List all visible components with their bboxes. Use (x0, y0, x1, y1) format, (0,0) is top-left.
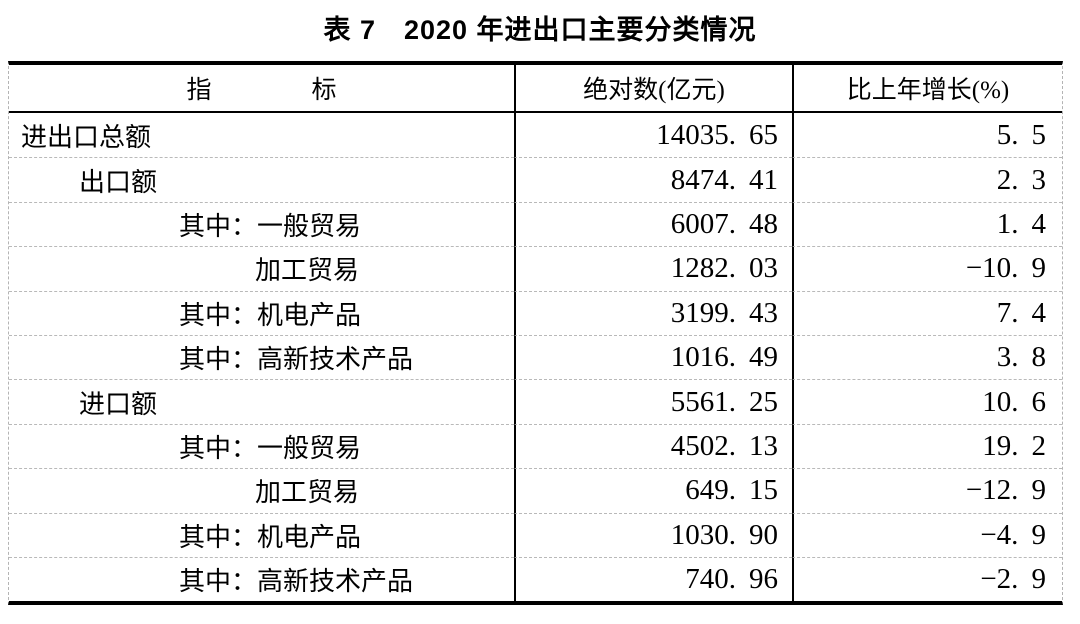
column-header-growth: 比上年增长(%) (792, 65, 1062, 113)
table-header-row: 指 标 绝对数(亿元) 比上年增长(%) (9, 65, 1062, 113)
absolute-value: 4502. 13 (670, 429, 778, 462)
growth-cell: −12. 9 (792, 468, 1062, 513)
table-row: 加工贸易 649. 15 −12. 9 (9, 468, 1062, 513)
indicator-label: 其中：机电产品 (179, 522, 362, 552)
growth-value: −2. 9 (980, 563, 1046, 596)
absolute-value-cell: 6007. 48 (514, 201, 792, 247)
indicator-label: 其中：高新技术产品 (179, 345, 414, 375)
growth-value: 7. 4 (996, 296, 1046, 329)
table-row: 其中：一般贸易 4502. 13 19. 2 (9, 423, 1062, 469)
absolute-value-cell: 4502. 13 (514, 423, 792, 469)
growth-cell: −4. 9 (792, 512, 1062, 557)
indicator-cell: 加工贸易 (9, 468, 514, 512)
absolute-value-cell: 1016. 49 (514, 334, 792, 380)
absolute-value-cell: 8474. 41 (514, 157, 792, 202)
absolute-value: 1282. 03 (670, 252, 778, 285)
absolute-value-cell: 740. 96 (514, 556, 792, 602)
growth-value: 5. 5 (996, 118, 1046, 151)
table-row: 出口额 8474. 41 2. 3 (9, 157, 1062, 202)
absolute-value: 3199. 43 (670, 296, 778, 329)
growth-cell: −2. 9 (792, 556, 1062, 602)
absolute-value: 740. 96 (685, 563, 778, 596)
indicator-cell: 进出口总额 (9, 113, 514, 157)
absolute-value: 5561. 25 (670, 385, 778, 418)
growth-cell: 7. 4 (792, 290, 1062, 335)
absolute-value-cell: 14035. 65 (514, 113, 792, 158)
growth-cell: 2. 3 (792, 157, 1062, 202)
indicator-cell: 进口额 (9, 379, 514, 423)
absolute-value: 1030. 90 (670, 518, 778, 551)
indicator-cell: 加工贸易 (9, 246, 514, 290)
growth-value: 1. 4 (996, 207, 1046, 240)
table-row: 其中：机电产品 3199. 43 7. 4 (9, 290, 1062, 335)
indicator-label: 进口额 (79, 389, 158, 419)
column-header-absolute-value: 绝对数(亿元) (514, 65, 792, 113)
absolute-value: 6007. 48 (670, 207, 778, 240)
absolute-value-cell: 649. 15 (514, 468, 792, 513)
indicator-cell: 其中：一般贸易 (9, 201, 514, 246)
indicator-cell: 出口额 (9, 157, 514, 201)
indicator-label: 进出口总额 (21, 122, 152, 152)
absolute-value-cell: 1282. 03 (514, 246, 792, 291)
absolute-value: 14035. 65 (656, 118, 778, 151)
data-table: 指 标 绝对数(亿元) 比上年增长(%) 进出口总额 14035. 65 5. … (8, 61, 1063, 606)
growth-cell: 19. 2 (792, 423, 1062, 469)
table-row: 其中：机电产品 1030. 90 −4. 9 (9, 512, 1062, 557)
absolute-value: 1016. 49 (670, 341, 778, 374)
growth-cell: 1. 4 (792, 201, 1062, 247)
table-row: 进出口总额 14035. 65 5. 5 (9, 113, 1062, 158)
table-row: 其中：高新技术产品 1016. 49 3. 8 (9, 334, 1062, 380)
growth-value: 10. 6 (982, 385, 1046, 418)
table-row: 进口额 5561. 25 10. 6 (9, 379, 1062, 424)
indicator-label: 加工贸易 (255, 478, 360, 508)
growth-cell: 3. 8 (792, 334, 1062, 380)
indicator-cell: 其中：高新技术产品 (9, 556, 514, 601)
indicator-label: 加工贸易 (255, 256, 360, 286)
growth-value: −10. 9 (965, 252, 1046, 285)
indicator-label: 其中：一般贸易 (179, 433, 362, 463)
absolute-value-cell: 1030. 90 (514, 512, 792, 557)
absolute-value: 8474. 41 (670, 163, 778, 196)
growth-cell: 5. 5 (792, 113, 1062, 158)
growth-value: 19. 2 (982, 429, 1046, 462)
indicator-cell: 其中：高新技术产品 (9, 334, 514, 379)
growth-value: 2. 3 (996, 163, 1046, 196)
growth-value: −4. 9 (980, 518, 1046, 551)
growth-value: 3. 8 (996, 341, 1046, 374)
absolute-value-cell: 3199. 43 (514, 290, 792, 335)
table-row: 加工贸易 1282. 03 −10. 9 (9, 246, 1062, 291)
column-header-indicator: 指 标 (9, 65, 514, 113)
table-row: 其中：高新技术产品 740. 96 −2. 9 (9, 556, 1062, 602)
indicator-label: 其中：机电产品 (179, 300, 362, 330)
indicator-cell: 其中：一般贸易 (9, 423, 514, 468)
growth-cell: −10. 9 (792, 246, 1062, 291)
table-body: 进出口总额 14035. 65 5. 5 出口额 8474. 41 2. 3 其… (9, 113, 1062, 602)
absolute-value: 649. 15 (685, 474, 778, 507)
absolute-value-cell: 5561. 25 (514, 379, 792, 424)
indicator-label: 其中：一般贸易 (179, 211, 362, 241)
growth-value: −12. 9 (965, 474, 1046, 507)
indicator-label: 出口额 (79, 167, 158, 197)
indicator-label: 其中：高新技术产品 (179, 567, 414, 597)
indicator-cell: 其中：机电产品 (9, 290, 514, 335)
growth-cell: 10. 6 (792, 379, 1062, 424)
indicator-cell: 其中：机电产品 (9, 512, 514, 557)
table-row: 其中：一般贸易 6007. 48 1. 4 (9, 201, 1062, 247)
table-title: 表 7 2020 年进出口主要分类情况 (323, 15, 757, 45)
